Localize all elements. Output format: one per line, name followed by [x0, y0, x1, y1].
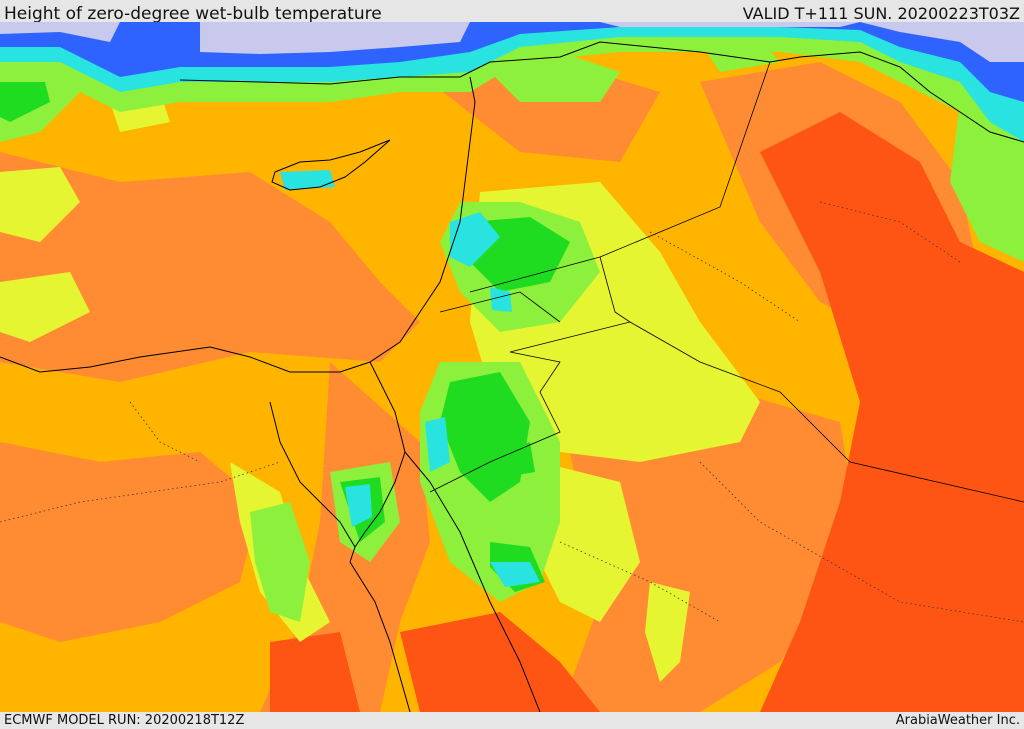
top-bar: Height of zero-degree wet-bulb temperatu… — [0, 0, 1024, 24]
cyan-regions — [280, 170, 540, 587]
coastlines — [0, 41, 1024, 712]
dotted-admin-borders — [0, 201, 1024, 623]
sea-lavender — [0, 22, 1024, 62]
red-orange-regions — [270, 112, 1024, 712]
country-borders — [429, 61, 1024, 503]
bottom-bar: ECMWF MODEL RUN: 20200218T12Z ArabiaWeat… — [0, 712, 1024, 729]
valid-time: VALID T+111 SUN. 20200223T03Z — [742, 4, 1020, 23]
credit-text: ArabiaWeather Inc. — [895, 713, 1020, 728]
weather-map — [0, 22, 1024, 712]
map-title: Height of zero-degree wet-bulb temperatu… — [4, 4, 382, 24]
cyprus-outline — [271, 139, 391, 191]
model-run: ECMWF MODEL RUN: 20200218T12Z — [4, 713, 245, 728]
